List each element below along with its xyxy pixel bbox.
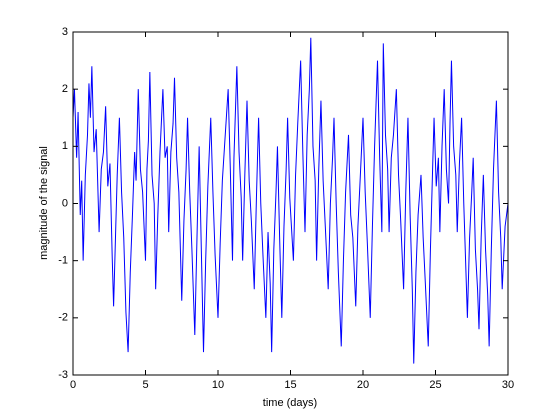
x-tick-label: 15: [284, 379, 296, 391]
signal-line: [72, 37, 509, 364]
x-tick-label: 5: [142, 379, 148, 391]
y-tick-label: 2: [62, 83, 68, 95]
y-tick-label: -1: [58, 255, 68, 267]
y-tick-label: 3: [62, 26, 68, 38]
y-tick-label: 0: [62, 197, 68, 209]
axes-box: [72, 31, 509, 376]
x-tick-label: 25: [429, 379, 441, 391]
x-tick-label: 30: [502, 379, 514, 391]
x-tick-label: 0: [70, 379, 76, 391]
x-axis-label: time (days): [263, 397, 317, 409]
x-tick-label: 10: [212, 379, 224, 391]
y-tick-label: 1: [62, 140, 68, 152]
x-tick-label: 20: [357, 379, 369, 391]
y-tick-label: -2: [58, 312, 68, 324]
y-tick-label: -3: [58, 369, 68, 381]
y-axis-label: magnitude of the signal: [38, 146, 50, 260]
